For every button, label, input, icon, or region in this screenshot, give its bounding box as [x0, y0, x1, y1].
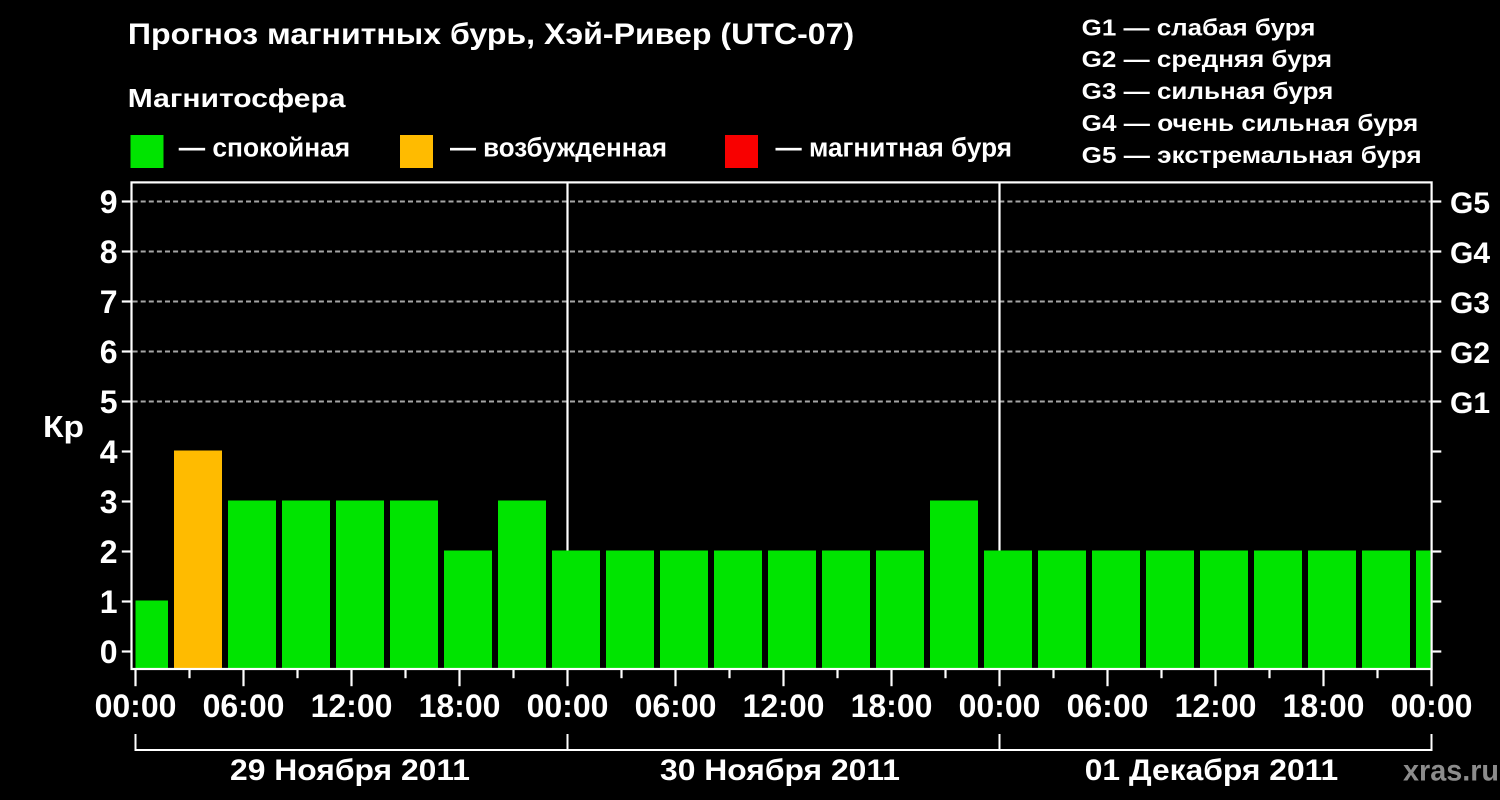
svg-text:06:00: 06:00	[635, 688, 717, 724]
svg-text:G5 — экстремальная буря: G5 — экстремальная буря	[1082, 142, 1422, 168]
svg-text:3: 3	[100, 484, 118, 520]
svg-text:G2 — средняя буря: G2 — средняя буря	[1082, 46, 1332, 72]
svg-text:7: 7	[100, 284, 118, 320]
svg-text:G3 — сильная буря: G3 — сильная буря	[1082, 78, 1334, 104]
svg-text:Прогноз магнитных бурь, Хэй-Ри: Прогноз магнитных бурь, Хэй-Ривер (UTC-0…	[128, 18, 854, 51]
svg-text:18:00: 18:00	[851, 688, 933, 724]
svg-text:06:00: 06:00	[203, 688, 285, 724]
svg-text:G1: G1	[1450, 387, 1490, 420]
svg-text:Магнитосфера: Магнитосфера	[128, 83, 346, 113]
svg-text:G3: G3	[1450, 287, 1490, 320]
svg-text:G1 — слабая буря: G1 — слабая буря	[1082, 14, 1316, 40]
svg-text:30 Ноября 2011: 30 Ноября 2011	[660, 754, 900, 787]
svg-text:6: 6	[100, 334, 118, 370]
svg-text:12:00: 12:00	[1175, 688, 1257, 724]
svg-text:1: 1	[100, 584, 118, 620]
svg-text:2: 2	[100, 534, 118, 570]
svg-text:18:00: 18:00	[1283, 688, 1365, 724]
svg-text:06:00: 06:00	[1067, 688, 1149, 724]
svg-text:00:00: 00:00	[95, 688, 177, 724]
svg-text:— возбужденная: — возбужденная	[450, 133, 667, 163]
svg-text:00:00: 00:00	[959, 688, 1041, 724]
svg-text:Кр: Кр	[43, 409, 84, 444]
svg-text:G4: G4	[1450, 237, 1490, 270]
svg-text:00:00: 00:00	[1391, 688, 1473, 724]
svg-text:— магнитная буря: — магнитная буря	[776, 133, 1013, 163]
svg-text:xras.ru: xras.ru	[1403, 755, 1499, 788]
svg-text:12:00: 12:00	[311, 688, 393, 724]
svg-text:01 Декабря 2011: 01 Декабря 2011	[1085, 754, 1339, 787]
svg-text:G2: G2	[1450, 337, 1490, 370]
svg-text:18:00: 18:00	[419, 688, 501, 724]
svg-text:G4 — очень сильная буря: G4 — очень сильная буря	[1082, 110, 1419, 136]
svg-text:00:00: 00:00	[527, 688, 609, 724]
svg-text:0: 0	[100, 634, 118, 670]
svg-text:4: 4	[100, 434, 118, 470]
svg-text:— спокойная: — спокойная	[179, 133, 351, 163]
svg-text:G5: G5	[1450, 187, 1490, 220]
svg-text:8: 8	[100, 234, 118, 270]
svg-text:29 Ноября 2011: 29 Ноября 2011	[230, 754, 470, 787]
svg-text:5: 5	[100, 384, 118, 420]
svg-text:12:00: 12:00	[743, 688, 825, 724]
svg-text:9: 9	[100, 184, 118, 220]
